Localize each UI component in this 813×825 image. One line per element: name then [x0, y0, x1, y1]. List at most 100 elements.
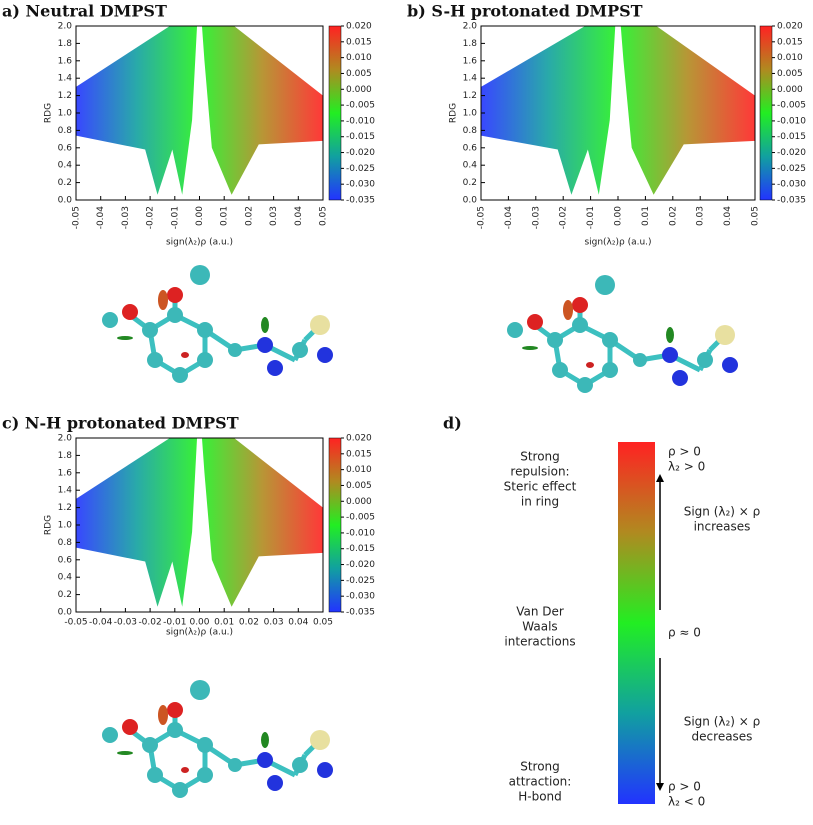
y-tick-label: 1.2 — [58, 91, 72, 101]
y-tick-label: 1.0 — [58, 521, 73, 531]
point-cloud — [76, 26, 198, 195]
colorbar-tick-label: -0.025 — [777, 164, 806, 174]
x-axis-label: sign(λ₂)ρ (a.u.) — [166, 238, 233, 248]
y-axis-label: RDG — [449, 103, 459, 123]
colorbar-tick-label: -0.015 — [777, 132, 806, 142]
repulsion-text: Steric effect — [504, 480, 577, 494]
y-tick-label: 1.4 — [463, 74, 478, 84]
x-tick-label: 0.02 — [668, 206, 678, 226]
y-tick-label: 0.2 — [58, 590, 72, 600]
x-axis-label: sign(λ₂)ρ (a.u.) — [166, 628, 233, 638]
color-scale — [618, 442, 655, 804]
y-tick-label: 0.8 — [463, 126, 478, 136]
y-tick-label: 2.0 — [58, 22, 73, 32]
colorbar-tick-label: -0.020 — [346, 560, 375, 570]
y-tick-label: 0.0 — [58, 196, 73, 206]
colorbar-tick-label: 0.005 — [777, 69, 803, 79]
vdw-text: Van Der — [516, 605, 564, 619]
chart-title: a) Neutral DMPST — [2, 2, 167, 21]
chart-title: c) N-H protonated DMPST — [2, 414, 239, 433]
x-tick-label: -0.01 — [163, 618, 186, 628]
colorbar — [328, 25, 342, 201]
y-tick-label: 1.8 — [58, 451, 73, 461]
molecule — [102, 265, 333, 383]
attraction-text: Strong — [520, 760, 560, 774]
x-tick-label: 0.03 — [696, 206, 706, 226]
attraction-text: attraction: — [509, 775, 572, 789]
colorbar-tick-label: -0.015 — [346, 544, 375, 554]
y-tick-label: 0.2 — [463, 178, 477, 188]
x-tick-label: 0.05 — [313, 618, 333, 628]
colorbar-tick-label: -0.005 — [346, 101, 375, 111]
bottom-marker: λ₂ < 0 — [668, 795, 705, 809]
x-tick-label: 0.01 — [641, 206, 651, 226]
x-tick-label: 0.04 — [288, 618, 308, 628]
bottom-marker: ρ > 0 — [668, 780, 701, 794]
colorbar-tick-label: -0.005 — [777, 101, 806, 111]
y-tick-label: 1.2 — [58, 503, 72, 513]
x-tick-label: 0.02 — [244, 206, 254, 226]
y-tick-label: 0.4 — [463, 161, 478, 171]
colorbar-tick-label: -0.035 — [346, 196, 375, 206]
y-tick-label: 0.4 — [58, 573, 73, 583]
y-tick-label: 0.6 — [58, 555, 73, 565]
x-tick-label: -0.03 — [121, 206, 131, 229]
point-cloud — [620, 26, 755, 195]
colorbar-tick-label: -0.005 — [346, 513, 375, 523]
colorbar-tick-label: -0.035 — [346, 608, 375, 618]
x-tick-label: -0.05 — [477, 206, 487, 229]
x-tick-label: 0.00 — [189, 618, 209, 628]
top-marker: λ₂ > 0 — [668, 460, 705, 474]
colorbar-tick-label: 0.015 — [346, 37, 372, 47]
y-tick-label: 0.2 — [58, 178, 72, 188]
colorbar-tick-label: -0.030 — [777, 180, 806, 190]
zero-marker: ρ ≈ 0 — [668, 626, 701, 640]
colorbar-tick-label: -0.025 — [346, 576, 375, 586]
point-cloud — [76, 438, 198, 607]
decreases-text: Sign (λ₂) × ρ — [684, 715, 761, 729]
x-tick-label: 0.03 — [264, 618, 284, 628]
x-tick-label: 0.04 — [723, 206, 733, 226]
x-tick-label: -0.03 — [114, 618, 137, 628]
x-tick-label: -0.03 — [531, 206, 541, 229]
colorbar-tick-label: -0.030 — [346, 180, 375, 190]
panel-label: d) — [443, 414, 462, 433]
y-tick-label: 0.8 — [58, 538, 73, 548]
colorbar-tick-label: 0.020 — [346, 22, 372, 32]
y-axis-label: RDG — [44, 103, 54, 123]
y-tick-label: 1.6 — [463, 56, 478, 66]
colorbar-tick-label: -0.020 — [777, 148, 806, 158]
x-tick-label: 0.00 — [195, 206, 205, 226]
colorbar-tick-label: 0.010 — [346, 53, 372, 63]
colorbar-tick-label: 0.015 — [346, 449, 372, 459]
top-marker: ρ > 0 — [668, 445, 701, 459]
colorbar-tick-label: 0.020 — [777, 22, 803, 32]
colorbar-tick-label: -0.010 — [777, 116, 806, 126]
colorbar — [759, 25, 773, 201]
x-tick-label: 0.01 — [214, 618, 234, 628]
y-tick-label: 0.0 — [58, 608, 73, 618]
y-tick-label: 0.0 — [463, 196, 478, 206]
colorbar-tick-label: -0.035 — [777, 196, 806, 206]
repulsion-text: repulsion: — [510, 465, 569, 479]
x-tick-label: 0.02 — [239, 618, 259, 628]
y-axis-label: RDG — [44, 515, 54, 535]
x-tick-label: 0.04 — [294, 206, 304, 226]
increases-text: increases — [694, 520, 751, 534]
colorbar-tick-label: 0.020 — [346, 434, 372, 444]
y-tick-label: 1.8 — [58, 39, 73, 49]
x-tick-label: -0.01 — [586, 206, 596, 229]
increases-text: Sign (λ₂) × ρ — [684, 505, 761, 519]
colorbar-tick-label: 0.015 — [777, 37, 803, 47]
x-tick-label: -0.02 — [138, 618, 161, 628]
point-cloud — [201, 438, 323, 607]
y-tick-label: 1.2 — [463, 91, 477, 101]
colorbar-tick-label: -0.020 — [346, 148, 375, 158]
chart-title: b) S-H protonated DMPST — [407, 2, 643, 21]
colorbar-tick-label: 0.010 — [346, 465, 372, 475]
repulsion-text: Strong — [520, 450, 560, 464]
x-tick-label: -0.01 — [170, 206, 180, 229]
x-tick-label: -0.02 — [146, 206, 156, 229]
y-tick-label: 1.0 — [58, 109, 73, 119]
